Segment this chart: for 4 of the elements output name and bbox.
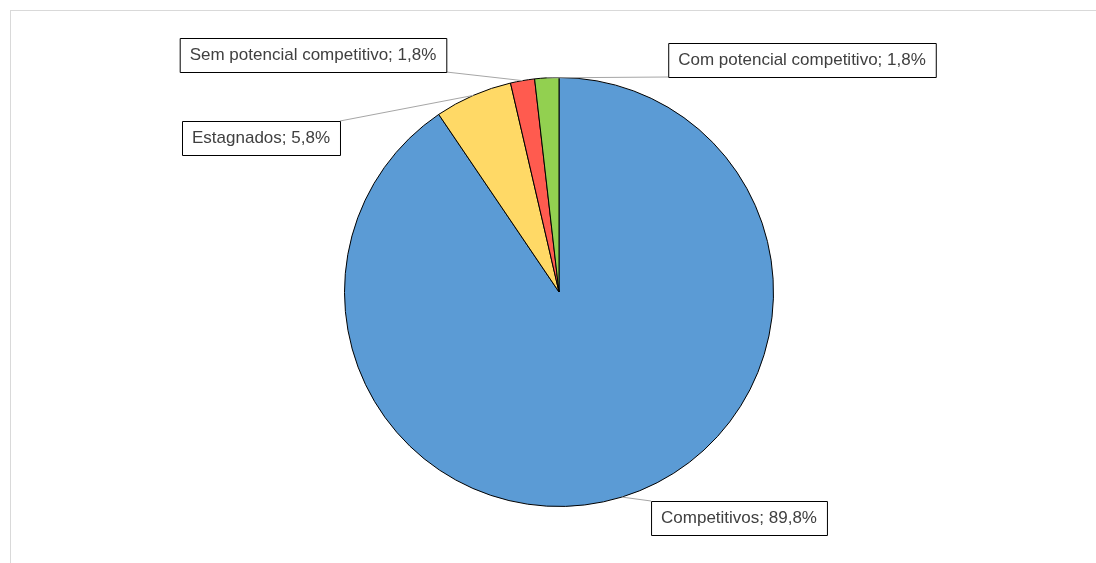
slice-label: Estagnados; 5,8% bbox=[192, 127, 330, 147]
slice-label: Competitivos; 89,8% bbox=[661, 507, 817, 527]
slice-label: Com potencial competitivo; 1,8% bbox=[678, 49, 926, 69]
slice-label: Sem potencial competitivo; 1,8% bbox=[189, 44, 437, 64]
